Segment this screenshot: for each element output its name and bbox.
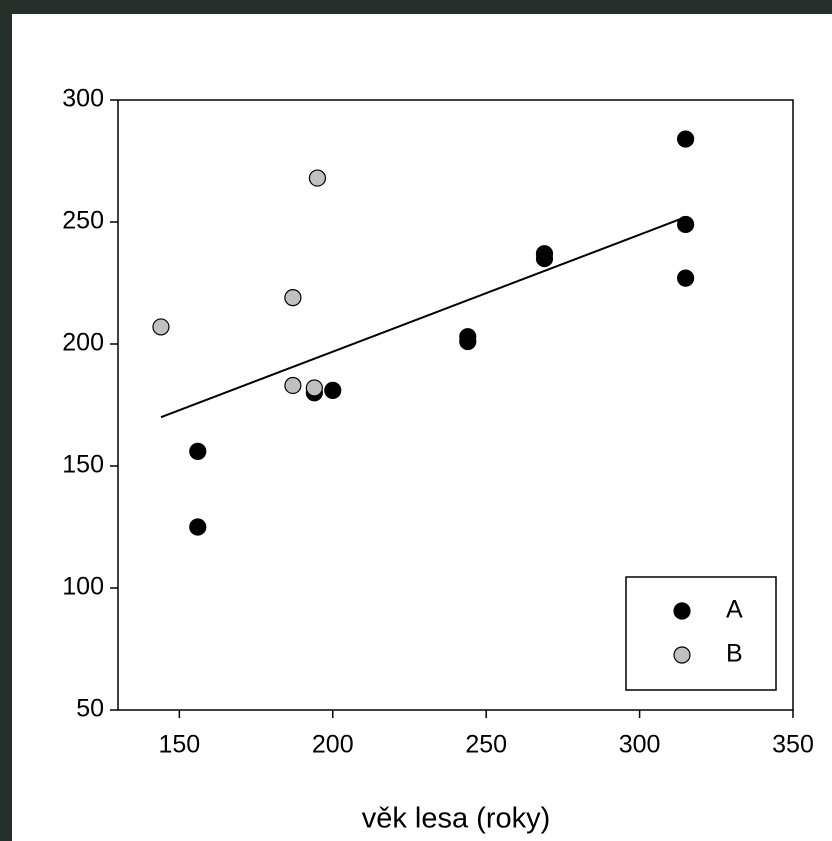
- y-tick-label: 100: [62, 573, 104, 601]
- legend-label: B: [726, 640, 743, 668]
- x-tick-label: 200: [312, 731, 354, 759]
- y-tick-label: 250: [62, 207, 104, 235]
- legend-marker: [673, 646, 691, 664]
- x-tick-label: 150: [159, 731, 201, 759]
- x-tick-label: 350: [772, 731, 814, 759]
- plot-frame: [117, 99, 794, 711]
- point: [189, 518, 207, 536]
- y-tick-label: 200: [62, 329, 104, 357]
- point: [305, 379, 323, 397]
- point: [677, 215, 695, 234]
- point: [324, 381, 342, 399]
- legend-marker: [673, 602, 691, 620]
- x-tick-label: 250: [465, 731, 507, 759]
- y-tick-label: 150: [62, 451, 104, 479]
- legend-box: [625, 576, 777, 691]
- point: [284, 376, 302, 395]
- y-tick-label: 50: [76, 695, 104, 723]
- legend-label: A: [726, 596, 743, 624]
- point: [459, 332, 477, 351]
- x-tick-label: 300: [619, 731, 661, 759]
- point: [535, 250, 554, 268]
- x-axis-label: věk lesa (roky): [362, 803, 551, 835]
- point: [308, 169, 327, 187]
- point: [677, 269, 695, 287]
- point: [152, 318, 170, 336]
- point: [677, 130, 695, 148]
- panel: [12, 14, 832, 841]
- point: [189, 442, 207, 460]
- point: [284, 289, 302, 307]
- trendline: [160, 216, 686, 419]
- y-tick-label: 300: [62, 85, 104, 113]
